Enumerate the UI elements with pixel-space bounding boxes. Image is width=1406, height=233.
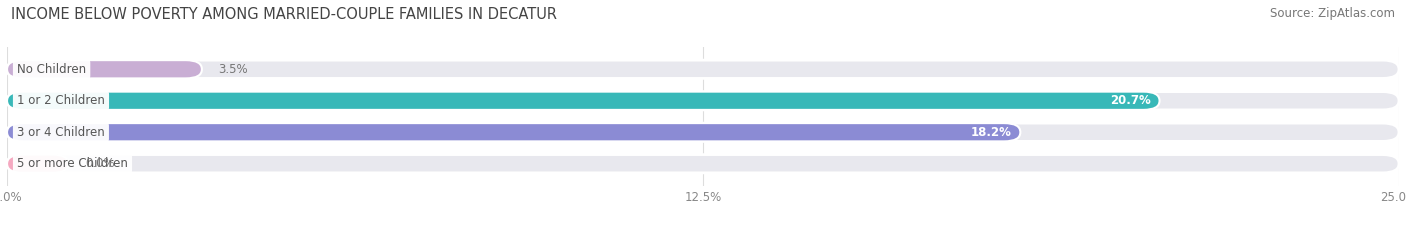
FancyBboxPatch shape [7, 92, 1399, 110]
Text: 5 or more Children: 5 or more Children [17, 157, 128, 170]
FancyBboxPatch shape [7, 60, 1399, 78]
FancyBboxPatch shape [7, 155, 1399, 173]
Text: Source: ZipAtlas.com: Source: ZipAtlas.com [1270, 7, 1395, 20]
Text: 3 or 4 Children: 3 or 4 Children [17, 126, 105, 139]
FancyBboxPatch shape [7, 92, 1160, 110]
Text: 20.7%: 20.7% [1111, 94, 1152, 107]
Text: 3.5%: 3.5% [218, 63, 249, 76]
Text: 1 or 2 Children: 1 or 2 Children [17, 94, 105, 107]
Text: 18.2%: 18.2% [972, 126, 1012, 139]
Text: No Children: No Children [17, 63, 86, 76]
FancyBboxPatch shape [7, 60, 202, 78]
FancyBboxPatch shape [7, 155, 69, 173]
Text: 0.0%: 0.0% [84, 157, 115, 170]
Text: INCOME BELOW POVERTY AMONG MARRIED-COUPLE FAMILIES IN DECATUR: INCOME BELOW POVERTY AMONG MARRIED-COUPL… [11, 7, 557, 22]
FancyBboxPatch shape [7, 123, 1399, 141]
FancyBboxPatch shape [7, 123, 1021, 141]
